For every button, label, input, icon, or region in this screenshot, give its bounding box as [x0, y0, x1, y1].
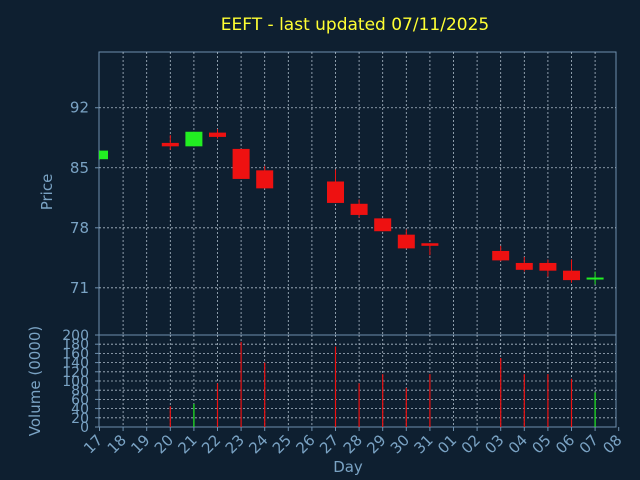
candle	[492, 245, 510, 262]
candle-body	[256, 170, 274, 189]
price-axis-label: Price	[38, 174, 56, 211]
candle-body	[397, 234, 415, 249]
price-panel: 71 78 85 92 Price	[38, 51, 617, 336]
volume-tick-label: 160	[62, 346, 89, 362]
candle	[539, 259, 557, 277]
candle-body	[232, 148, 250, 179]
candle	[515, 256, 533, 272]
candle	[161, 135, 179, 150]
candle-body	[586, 277, 604, 280]
candles	[99, 129, 604, 285]
candle-body	[209, 132, 226, 137]
candle-body	[161, 142, 179, 147]
candle-body	[185, 131, 203, 147]
volume-tick-label: 80	[71, 383, 89, 399]
candle	[185, 131, 203, 147]
candle-body	[350, 203, 368, 215]
volume-tick-label: 200	[62, 328, 89, 344]
candle-body	[563, 270, 580, 281]
candle	[99, 150, 108, 160]
price-tick-label: 71	[70, 279, 89, 297]
candle-body	[327, 181, 344, 203]
candle-body	[99, 150, 108, 160]
volume-tick-label: 0	[80, 420, 89, 436]
volume-tick-label: 40	[71, 402, 89, 418]
price-tick-label: 78	[70, 219, 89, 237]
volume-tick-label: 120	[62, 365, 89, 381]
x-axis-label: Day	[333, 458, 363, 476]
volume-tick-label: 180	[62, 337, 89, 353]
candle	[327, 169, 344, 203]
candle-body	[539, 262, 557, 271]
price-tick-label: 85	[70, 159, 89, 177]
candle-body	[515, 262, 533, 270]
candle	[232, 148, 250, 179]
candle	[586, 271, 604, 285]
price-tick-label: 92	[70, 99, 89, 117]
price-y-ticks: 71 78 85 92	[70, 99, 99, 297]
volume-axis-label: Volume (0000)	[26, 326, 44, 436]
candle	[421, 243, 439, 256]
candle-body	[421, 243, 439, 246]
candle-body	[492, 250, 510, 261]
chart-title: EEFT - last updated 07/11/2025	[221, 15, 489, 35]
volume-tick-label: 100	[62, 374, 89, 390]
candle	[209, 129, 226, 139]
candle	[563, 259, 580, 283]
volume-tick-label: 20	[71, 411, 89, 427]
candle	[256, 166, 274, 189]
volume-tick-label: 140	[62, 356, 89, 372]
volume-bars	[169, 341, 596, 427]
candle	[374, 218, 392, 232]
volume-tick-label: 60	[71, 392, 89, 408]
candle	[350, 199, 368, 218]
candle-body	[374, 218, 392, 232]
candle	[397, 229, 415, 249]
